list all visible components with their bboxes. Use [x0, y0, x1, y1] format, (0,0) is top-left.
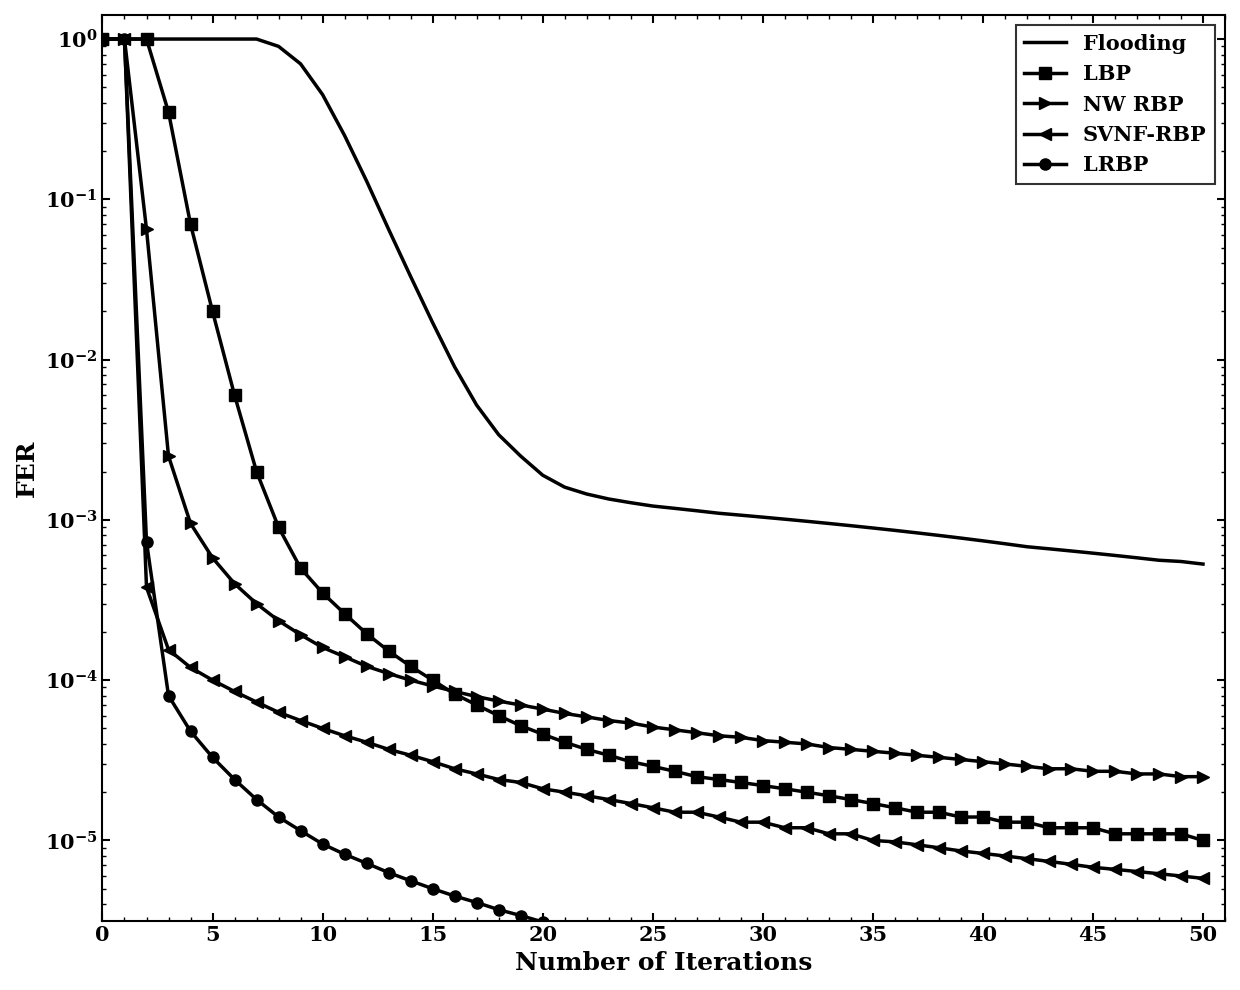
- Line: SVNF-RBP: SVNF-RBP: [97, 34, 1209, 884]
- NW RBP: [425, 680, 440, 692]
- LBP: [1173, 828, 1188, 840]
- SVNF-RBP: [1173, 870, 1188, 882]
- SVNF-RBP: [425, 755, 440, 767]
- LBP: [1152, 828, 1167, 840]
- LBP: [403, 660, 418, 672]
- LBP: [249, 465, 264, 477]
- LBP: [536, 729, 551, 741]
- Flooding: [95, 33, 110, 45]
- LBP: [315, 587, 330, 599]
- SVNF-RBP: [1195, 872, 1210, 884]
- LBP: [205, 305, 219, 317]
- LBP: [161, 106, 176, 118]
- LBP: [139, 33, 154, 45]
- LBP: [293, 562, 308, 574]
- NW RBP: [337, 650, 352, 662]
- NW RBP: [1195, 771, 1210, 783]
- LBP: [360, 628, 374, 640]
- LBP: [733, 776, 748, 788]
- LBP: [381, 645, 396, 657]
- LBP: [755, 779, 770, 791]
- Line: LRBP: LRBP: [97, 34, 1209, 990]
- LBP: [491, 710, 506, 722]
- Flooding: [1173, 555, 1188, 567]
- LBP: [95, 33, 110, 45]
- LRBP: [821, 976, 836, 988]
- SVNF-RBP: [448, 763, 463, 775]
- LBP: [712, 773, 727, 785]
- LRBP: [448, 890, 463, 902]
- LBP: [689, 771, 704, 783]
- LRBP: [425, 883, 440, 895]
- Line: LBP: LBP: [97, 34, 1209, 846]
- LRBP: [888, 988, 903, 990]
- LBP: [1019, 816, 1034, 828]
- LBP: [624, 755, 639, 767]
- LBP: [997, 816, 1012, 828]
- Flooding: [425, 317, 440, 329]
- LBP: [425, 674, 440, 686]
- NW RBP: [888, 747, 903, 759]
- Flooding: [888, 525, 903, 537]
- LBP: [1085, 822, 1100, 834]
- LBP: [1195, 835, 1210, 846]
- LBP: [888, 802, 903, 814]
- LBP: [227, 389, 242, 401]
- LBP: [337, 608, 352, 620]
- LBP: [931, 806, 946, 818]
- LBP: [821, 790, 836, 802]
- Y-axis label: FER: FER: [15, 439, 38, 497]
- SVNF-RBP: [337, 730, 352, 742]
- Flooding: [448, 361, 463, 373]
- LBP: [909, 806, 924, 818]
- LBP: [843, 794, 858, 806]
- Flooding: [1195, 558, 1210, 570]
- NW RBP: [821, 742, 836, 753]
- LBP: [469, 699, 484, 711]
- LRBP: [337, 848, 352, 860]
- SVNF-RBP: [821, 828, 836, 840]
- LBP: [866, 798, 880, 810]
- LBP: [1064, 822, 1079, 834]
- LBP: [513, 720, 528, 732]
- NW RBP: [448, 685, 463, 697]
- NW RBP: [1152, 768, 1167, 780]
- X-axis label: Number of Iterations: Number of Iterations: [515, 951, 812, 975]
- SVNF-RBP: [888, 836, 903, 847]
- Line: Flooding: Flooding: [103, 39, 1203, 564]
- NW RBP: [95, 33, 110, 45]
- Line: NW RBP: NW RBP: [97, 34, 1209, 782]
- LRBP: [95, 33, 110, 45]
- LBP: [448, 688, 463, 700]
- LBP: [1107, 828, 1122, 840]
- LBP: [645, 760, 660, 772]
- LBP: [954, 811, 968, 823]
- Flooding: [821, 518, 836, 530]
- LBP: [272, 522, 286, 534]
- LBP: [1130, 828, 1145, 840]
- LBP: [976, 811, 991, 823]
- SVNF-RBP: [95, 33, 110, 45]
- LBP: [184, 218, 198, 230]
- Flooding: [337, 130, 352, 142]
- LBP: [1042, 822, 1056, 834]
- LBP: [800, 786, 815, 798]
- LBP: [601, 749, 616, 761]
- LBP: [579, 743, 594, 755]
- NW RBP: [1173, 771, 1188, 783]
- LBP: [557, 737, 572, 748]
- LBP: [667, 765, 682, 777]
- LBP: [777, 783, 792, 795]
- Legend: Flooding, LBP, NW RBP, SVNF-RBP, LRBP: Flooding, LBP, NW RBP, SVNF-RBP, LRBP: [1016, 26, 1215, 184]
